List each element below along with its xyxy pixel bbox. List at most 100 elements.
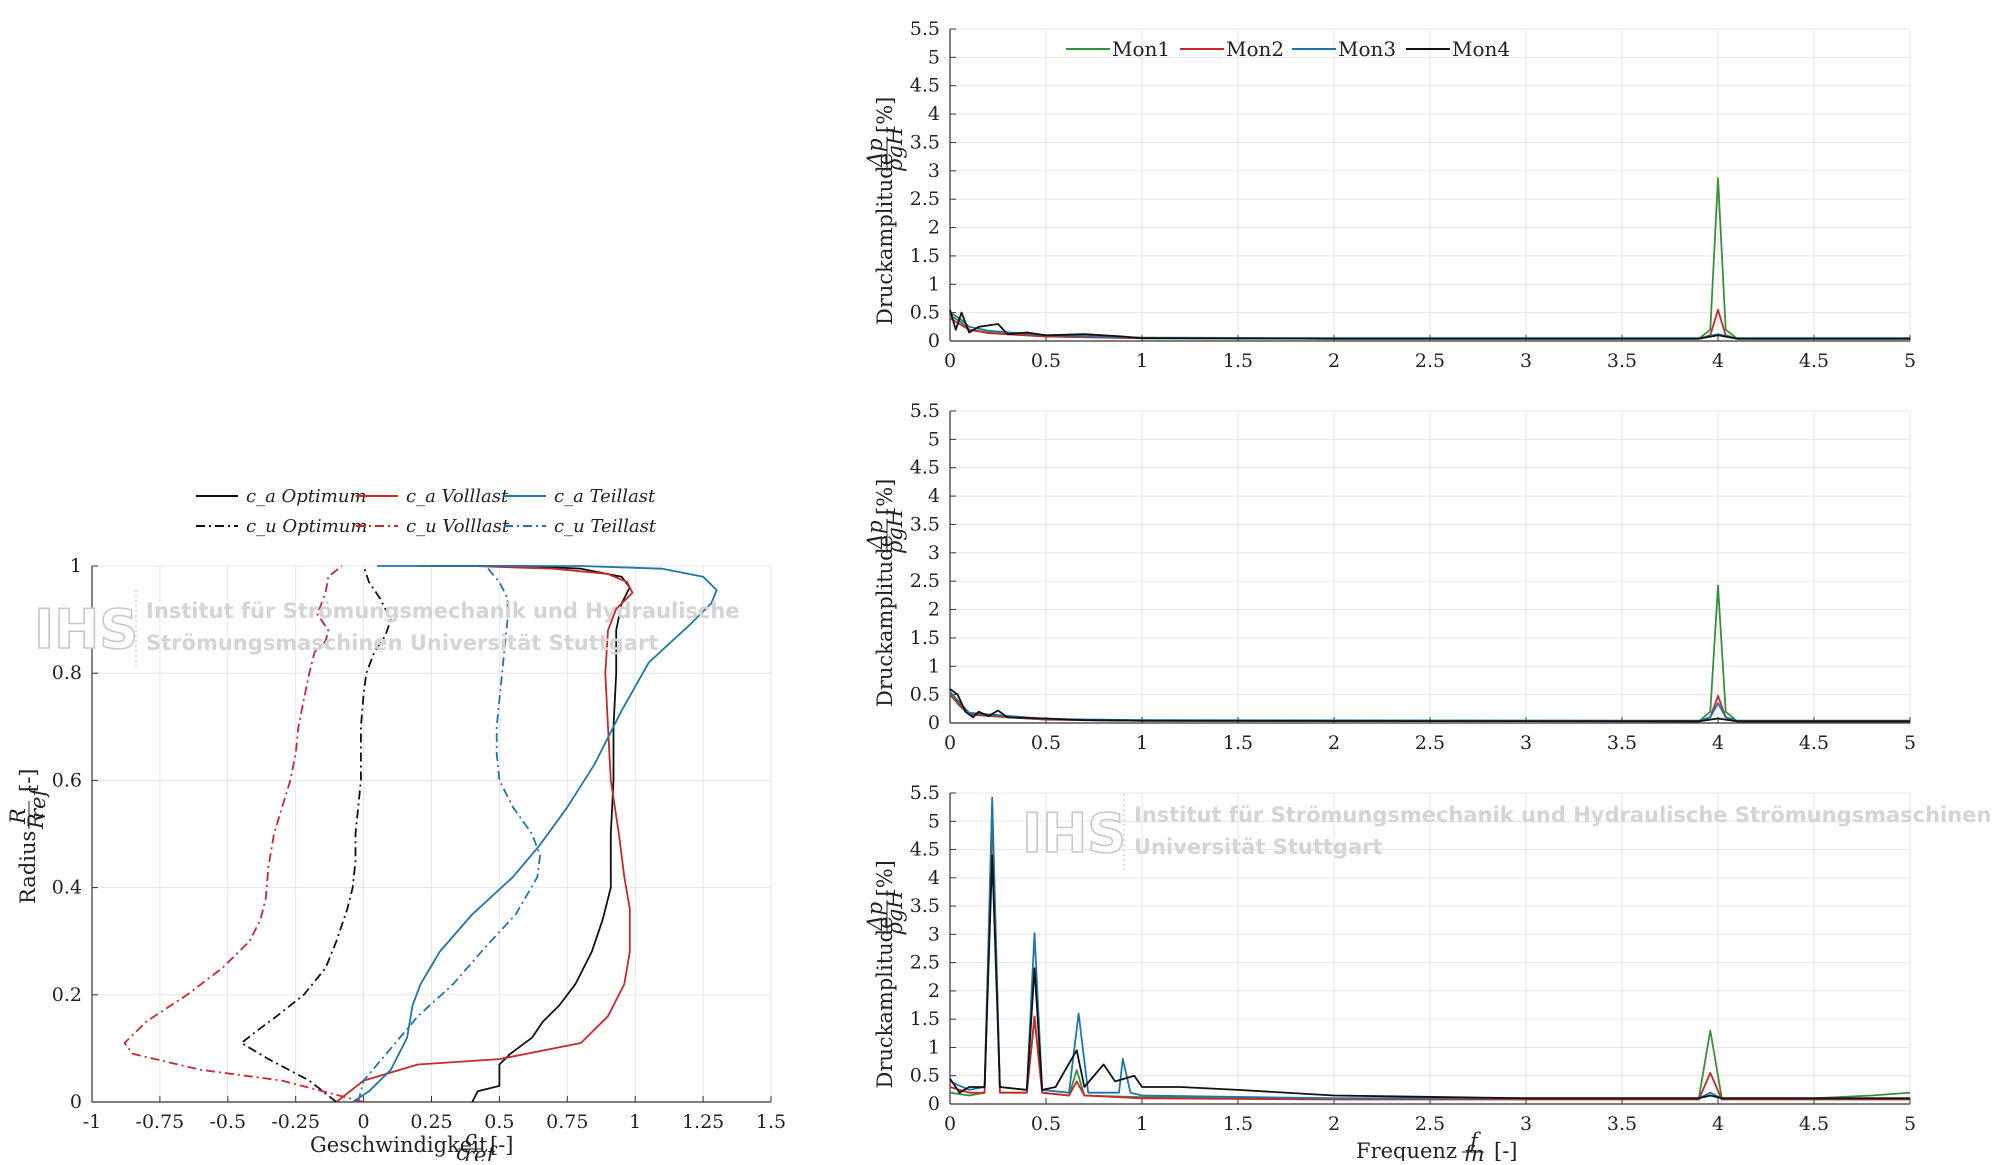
y-tick-label: 2 [928, 599, 940, 621]
y-tick-label: 4 [928, 867, 940, 889]
svg-text:Δp: Δp [863, 902, 887, 932]
y-tick-label: 1.5 [910, 245, 940, 267]
legend-item: Mon3 [1292, 37, 1396, 61]
x-tick-label: 3 [1520, 350, 1532, 372]
svg-text:ρgH: ρgH [883, 890, 907, 936]
watermark-text-1: Institut für Strömungsmechanik und Hydra… [1134, 803, 1991, 827]
svg-text:c: c [456, 1141, 468, 1161]
x-tick-label: 1.5 [756, 1111, 786, 1133]
svg-text:Radius: Radius [16, 831, 40, 904]
legend-item: Mon1 [1066, 37, 1170, 61]
svg-text:n: n [1471, 1142, 1485, 1161]
x-tick-label: 2 [1328, 732, 1340, 754]
x-tick-label: 0.5 [1031, 732, 1061, 754]
x-tick-label: 0.75 [546, 1111, 588, 1133]
x-tick-label: 4.5 [1799, 1113, 1829, 1135]
legend-label: c_a Volllast [406, 486, 509, 507]
series-line-c-u-optimum [240, 565, 392, 1103]
y-tick-label: 1.5 [910, 627, 940, 649]
x-tick-label: 5 [1904, 732, 1916, 754]
x-tick-label: 0 [944, 1113, 956, 1135]
legend-label: c_a Teillast [554, 486, 656, 507]
x-tick-label: 0.5 [484, 1111, 514, 1133]
y-tick-label: 4 [928, 485, 940, 507]
legend-label: c_a Optimum [246, 486, 367, 507]
series-line-c-u-volllast [123, 565, 364, 1103]
spectrum-legend: Mon1 Mon2 Mon3 Mon4 [1066, 37, 1510, 61]
y-tick-label: 5.5 [910, 782, 940, 804]
svg-text:ρgH: ρgH [883, 126, 907, 172]
spectrum-1-chart: 0 0.5 1 1.5 2 2.5 3 3.5 4 4.5 5 0 0.5 1 1.5 2 2.5 3 3.5 4 4.… [863, 18, 1916, 372]
y-tick-label: 5 [928, 46, 940, 68]
y-tick-label: 4.5 [910, 75, 940, 97]
x-tick-label: 2 [1328, 350, 1340, 372]
svg-text:[%]: [%] [873, 860, 897, 896]
y-tick-label: 3 [928, 542, 940, 564]
legend-item: c_u Volllast [356, 516, 510, 537]
y-tick-label: 2 [928, 980, 940, 1002]
y-tick-label: 3.5 [910, 131, 940, 153]
x-tick-label: 0 [944, 732, 956, 754]
x-tick-label: 4.5 [1799, 350, 1829, 372]
x-tick-label: 2.5 [1415, 350, 1445, 372]
y-tick-label: 4.5 [910, 457, 940, 479]
legend-label: Mon1 [1112, 37, 1170, 61]
x-tick-label: 1.25 [682, 1111, 724, 1133]
y-tick-label: 3 [928, 160, 940, 182]
x-tick-label: 1 [629, 1111, 641, 1133]
watermark-text-1: Institut für Strömungsmechanik und Hydra… [146, 599, 740, 623]
svg-text:ref: ref [464, 1143, 497, 1161]
x-tick-label: 4 [1712, 1113, 1724, 1135]
watermark: IHS Institut für Strömungsmechanik und Hy… [1021, 794, 1991, 870]
x-tick-label: 4 [1712, 732, 1724, 754]
y-tick-label: 4 [928, 103, 940, 125]
y-tick-label: 0 [70, 1091, 82, 1113]
x-tick-label: -0.75 [136, 1111, 185, 1133]
y-tick-label: 4.5 [910, 839, 940, 861]
legend-item: c_a Optimum [196, 486, 367, 507]
y-tick-label: 0 [928, 712, 940, 734]
watermark: IHS Institut für Strömungsmechanik und Hy… [33, 590, 740, 666]
legend-label: Mon4 [1452, 37, 1510, 61]
x-tick-label: 2.5 [1415, 732, 1445, 754]
y-tick-label: 5 [928, 428, 940, 450]
x-tick-label: 1.5 [1223, 350, 1253, 372]
x-tick-label: 1.5 [1223, 732, 1253, 754]
x-tick-label: 1 [1136, 1113, 1148, 1135]
y-tick-label: 0.8 [52, 662, 82, 684]
svg-text:R: R [6, 808, 30, 825]
legend-item: c_u Teillast [504, 516, 657, 537]
svg-text:[-]: [-] [490, 1133, 513, 1157]
x-tick-label: 3.5 [1607, 732, 1637, 754]
legend-label: Mon2 [1226, 37, 1284, 61]
velocity-chart: -1 -0.75 -0.5 -0.25 0 0.25 0.5 0.75 1 1.25 1.5 0 0.2… [6, 486, 786, 1165]
series-line-mon3 [949, 691, 1910, 722]
y-tick-label: 0.6 [52, 769, 82, 791]
y-tick-label: 2 [928, 217, 940, 239]
x-tick-label: 1 [1136, 350, 1148, 372]
series-line-c-a-volllast [335, 565, 634, 1103]
y-tick-label: 3.5 [910, 513, 940, 535]
watermark-logo: IHS [34, 598, 138, 661]
x-tick-label: 0.5 [1031, 350, 1061, 372]
svg-text:Frequenz: Frequenz [1356, 1139, 1457, 1161]
legend: c_a Optimum c_a Volllast c_a Teillast c_u O… [196, 486, 657, 537]
legend-item: c_a Volllast [356, 486, 509, 507]
legend-item: c_u Optimum [196, 516, 367, 537]
legend-item: Mon2 [1180, 37, 1284, 61]
y-tick-label: 0.2 [52, 984, 82, 1006]
x-tick-label: 5 [1904, 1113, 1916, 1135]
y-tick-label: 5 [928, 810, 940, 832]
x-axis-label: Frequenz ff n [-] [1356, 1129, 1517, 1165]
legend-label: Mon3 [1338, 37, 1396, 61]
x-tick-label: 3 [1520, 1113, 1532, 1135]
svg-text:ref: ref [26, 786, 50, 819]
y-tick-label: 2.5 [910, 188, 940, 210]
svg-text:[-]: [-] [16, 769, 40, 792]
x-tick-label: 0.5 [1031, 1113, 1061, 1135]
svg-text:[%]: [%] [873, 479, 897, 515]
legend-item: Mon4 [1406, 37, 1510, 61]
